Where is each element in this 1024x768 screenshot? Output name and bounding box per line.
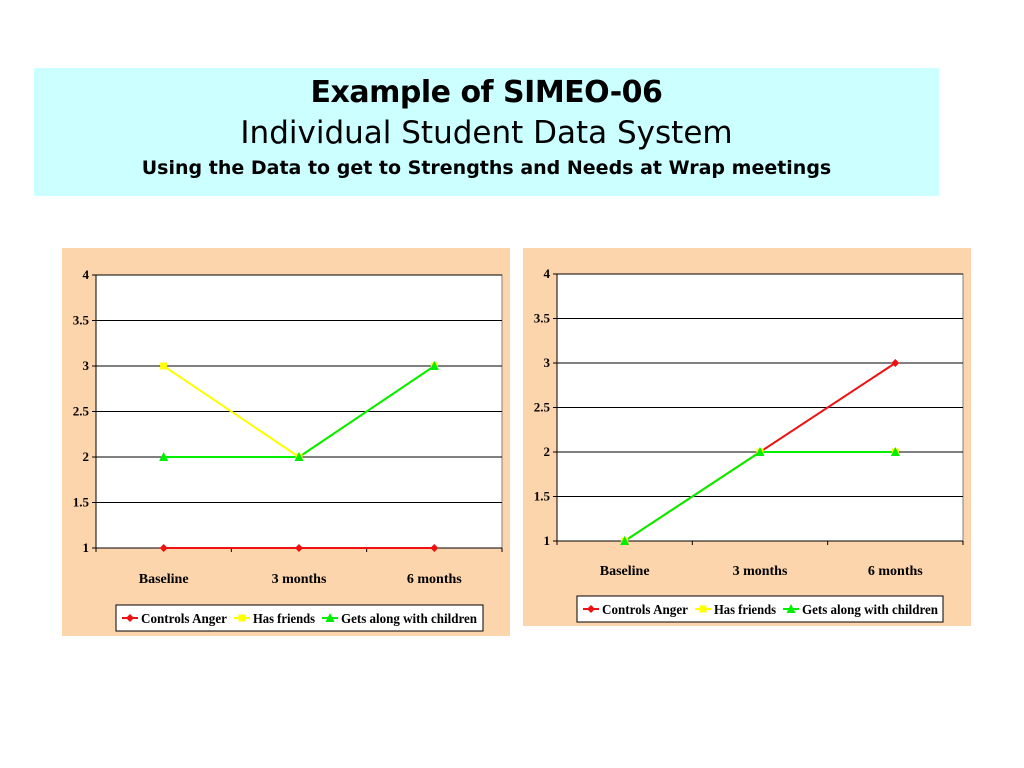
left-point-2	[294, 452, 304, 461]
right-ytick-label: 2	[544, 444, 551, 459]
title-box: Example of SIMEO-06 Individual Student D…	[34, 68, 939, 196]
left-xtick-label: Baseline	[139, 572, 189, 587]
left-ytick-label: 1.5	[73, 495, 90, 510]
slide-tagline: Using the Data to get to Strengths and N…	[141, 157, 832, 179]
right-point-2	[620, 536, 630, 545]
left-point-0	[430, 544, 439, 552]
right-ytick-label: 3	[544, 355, 551, 370]
right-ytick-label: 2.5	[534, 400, 551, 415]
chart-right-svg: 1 1.5 2 2.5 3 3.5 4 Baseline 3 months 6 months Con…	[534, 266, 964, 623]
left-xtick-label: 6 months	[407, 572, 462, 587]
left-point-2	[159, 452, 169, 461]
left-legend-label-2: Gets along with children	[341, 612, 477, 627]
left-ytick-label: 4	[83, 267, 90, 282]
left-legend-label-0: Controls Anger	[141, 612, 227, 627]
left-legend-label-1: Has friends	[253, 612, 315, 627]
left-ytick-label: 1	[83, 540, 90, 555]
chart-right: 1 1.5 2 2.5 3 3.5 4 Baseline 3 months 6 months Con…	[523, 248, 971, 626]
right-ytick-label: 1.5	[534, 489, 551, 504]
left-legend-marker	[126, 614, 134, 622]
left-point-0	[159, 544, 168, 552]
left-ytick-label: 3	[83, 358, 90, 373]
left-point-1	[160, 362, 168, 370]
right-point-0	[891, 359, 900, 367]
right-ytick-label: 4	[544, 266, 551, 281]
right-xtick-label: Baseline	[600, 564, 650, 579]
right-ytick-label: 1	[544, 533, 551, 548]
left-legend: Controls Anger Has friends Gets along with…	[115, 604, 484, 632]
right-xtick-label: 6 months	[868, 564, 923, 579]
right-xtick-label: 3 months	[733, 564, 788, 579]
right-point-2	[755, 447, 765, 456]
right-point-2	[890, 447, 900, 456]
right-legend: Controls Anger Has friends Gets along with…	[576, 595, 944, 623]
right-ytick-label: 3.5	[534, 311, 551, 326]
chart-left-svg: 1 1.5 2 2.5 3 3.5 4 Baseline 3 months 6 months Con…	[73, 267, 503, 632]
left-legend-marker	[325, 613, 335, 622]
right-legend-box	[576, 595, 944, 623]
right-legend-label-1: Has friends	[714, 603, 776, 618]
chart-left: 1 1.5 2 2.5 3 3.5 4 Baseline 3 months 6 months Con…	[62, 248, 510, 636]
left-legend-box	[115, 604, 484, 632]
right-legend-label-0: Controls Anger	[602, 603, 688, 618]
left-ytick-label: 2.5	[73, 404, 90, 419]
right-legend-marker	[587, 605, 595, 613]
right-legend-label-2: Gets along with children	[802, 603, 938, 618]
left-point-0	[295, 544, 303, 552]
left-xtick-label: 3 months	[272, 572, 327, 587]
slide-title: Example of SIMEO-06	[310, 75, 663, 110]
left-legend-marker	[238, 614, 246, 622]
right-legend-marker	[786, 604, 796, 613]
right-legend-marker	[699, 605, 707, 613]
slide-subtitle: Individual Student Data System	[240, 115, 733, 151]
left-ytick-label: 3.5	[73, 313, 90, 328]
left-point-2	[429, 361, 439, 370]
left-ytick-label: 2	[83, 449, 90, 464]
